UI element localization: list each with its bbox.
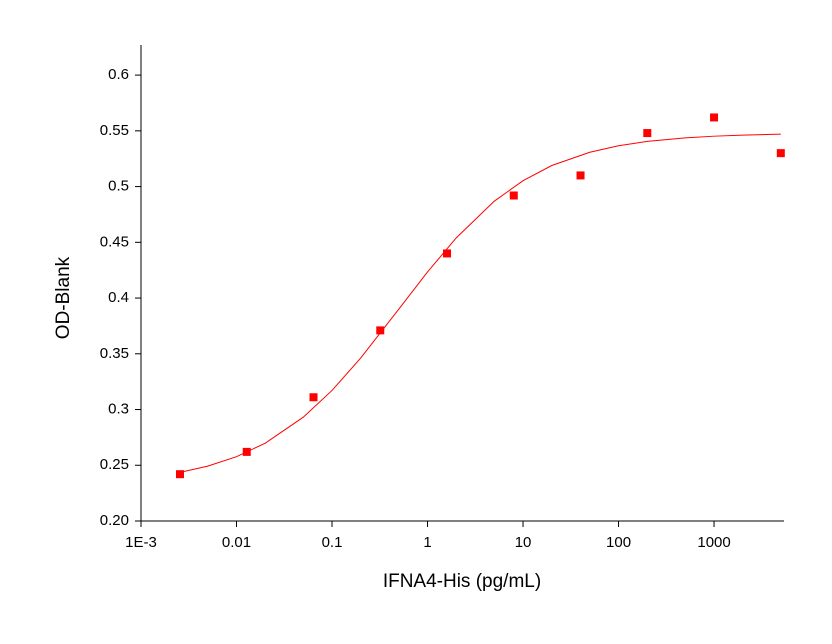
x-tick-label: 0.01 (222, 534, 251, 551)
data-point (443, 249, 452, 258)
y-tick-label: 0.20 (100, 512, 129, 529)
x-tick-label: 10 (515, 534, 532, 551)
data-point (509, 191, 518, 200)
data-point (309, 393, 318, 402)
y-tick-label: 0.55 (100, 122, 129, 139)
x-tick-label: 100 (606, 534, 631, 551)
y-tick-label: 0.4 (108, 289, 129, 306)
y-tick-label: 0.45 (100, 233, 129, 250)
y-tick-label: 0.35 (100, 345, 129, 362)
y-axis-title: OD-Blank (53, 256, 74, 339)
x-tick-label: 0.1 (322, 534, 343, 551)
y-tick-label: 0.5 (108, 178, 129, 195)
x-tick-label: 1E-3 (125, 534, 157, 551)
data-point (242, 447, 251, 456)
data-point (776, 149, 785, 158)
x-tick-label: 1 (423, 534, 431, 551)
data-point (175, 470, 184, 479)
data-point (710, 113, 719, 122)
x-tick-label: 1000 (697, 534, 730, 551)
data-point (643, 129, 652, 138)
y-tick-label: 0.3 (108, 400, 129, 417)
y-tick-label: 0.25 (100, 456, 129, 473)
y-tick-label: 0.6 (108, 66, 129, 83)
data-point (576, 171, 585, 180)
fit-curve (179, 133, 781, 473)
data-point (376, 326, 385, 335)
x-axis-title: IFNA4-His (pg/mL) (383, 571, 541, 592)
